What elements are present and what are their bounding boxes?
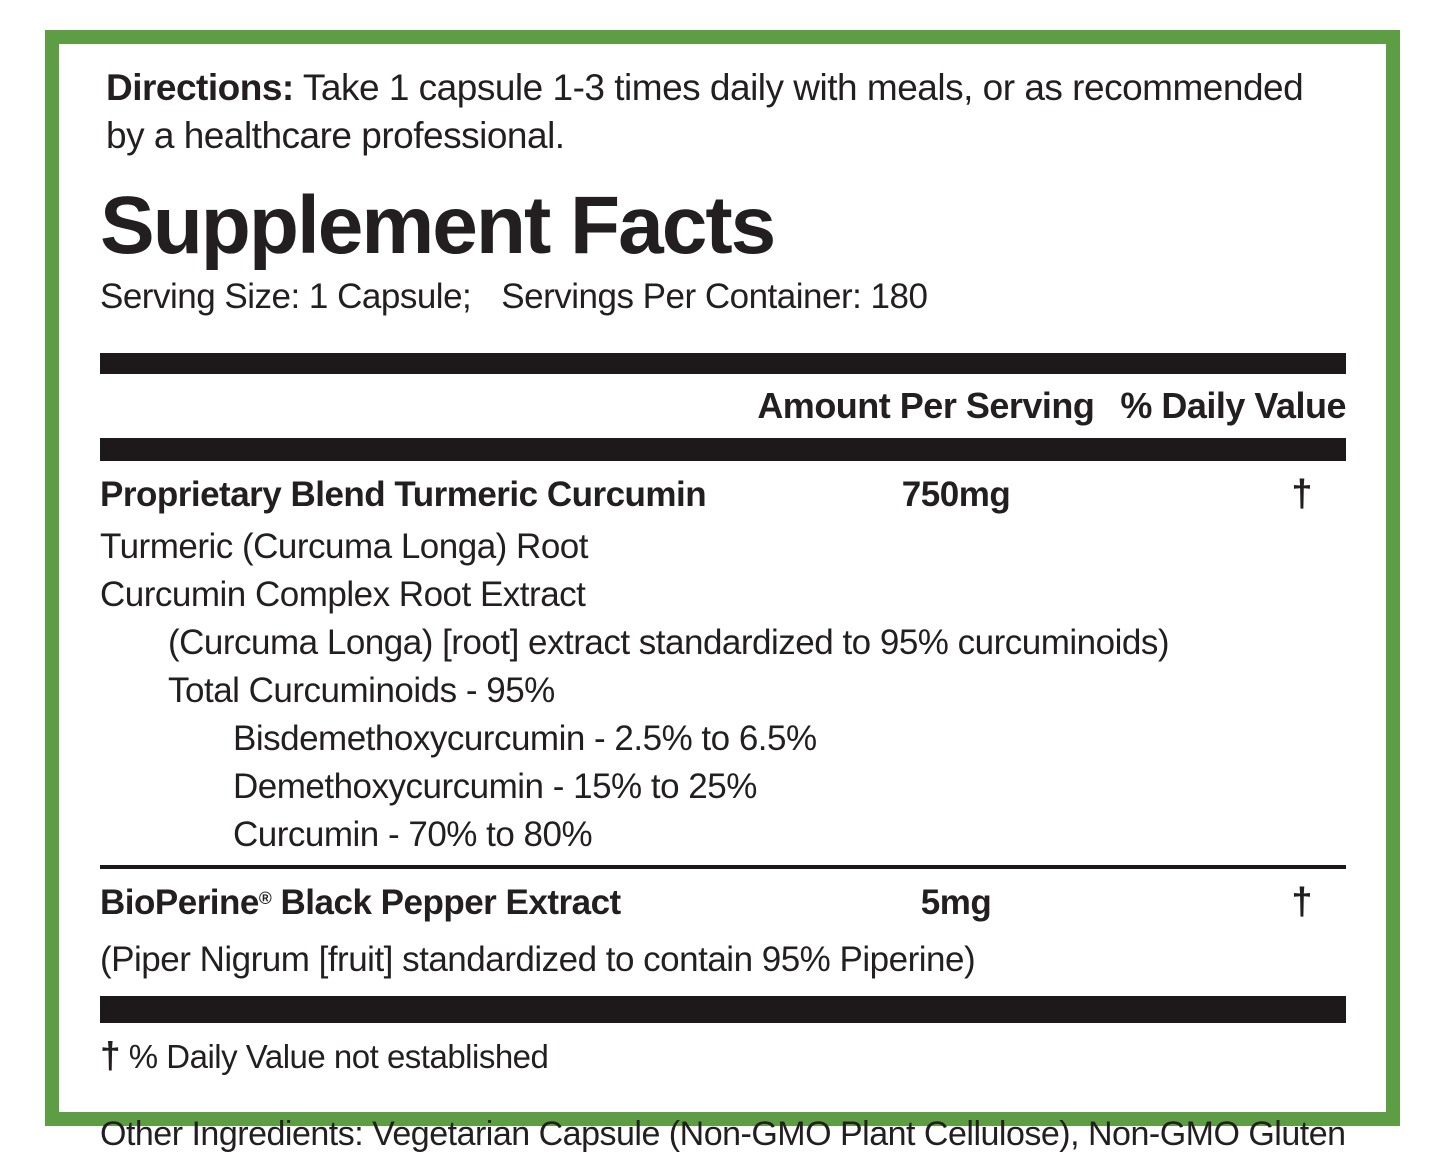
sub-ingredient-total-curcuminoids: Total Curcuminoids - 95% <box>168 671 555 710</box>
divider-bar-bottom <box>100 996 1346 1023</box>
section-divider-thin <box>100 865 1346 869</box>
sub-ingredient-curcumin-complex: Curcumin Complex Root Extract <box>100 575 586 614</box>
daily-value-mark: † <box>1291 881 1312 923</box>
amount-value: 5mg <box>920 883 992 922</box>
table-header: Amount Per Serving % Daily Value <box>100 374 1346 438</box>
other-ingredients-text: Other Ingredients: Vegetarian Capsule (N… <box>100 1115 1346 1153</box>
sub-ingredient-standardization: (Curcuma Longa) [root] extract standardi… <box>168 623 1169 662</box>
divider-bar-top <box>100 353 1346 374</box>
daily-value-mark: † <box>1291 473 1312 515</box>
ingredient-name: BioPerine® Black Pepper Extract <box>100 879 836 932</box>
supplement-facts-title: Supplement Facts <box>100 180 776 271</box>
ingredient-name: Proprietary Blend Turmeric Curcumin <box>100 475 707 514</box>
sub-ingredient-demethoxycurcumin: Demethoxycurcumin - 15% to 25% <box>233 767 757 806</box>
footnote-daily-value-text: % Daily Value not established <box>128 1038 549 1075</box>
directions-text: Directions: Take 1 capsule 1-3 times dai… <box>106 64 1346 160</box>
table-row-bioperine: BioPerine® Black Pepper Extract 5mg † <box>100 869 1346 936</box>
footnote-daily-value: † % Daily Value not established <box>100 1035 1346 1078</box>
column-header-amount-per-serving: Amount Per Serving <box>757 385 1095 426</box>
sub-ingredient-piper-nigrum: (Piper Nigrum [fruit] standardized to co… <box>100 940 976 979</box>
divider-bar-header <box>100 438 1346 461</box>
column-header-daily-value: % Daily Value <box>1120 385 1346 426</box>
dagger-symbol: † <box>100 1035 121 1076</box>
directions-body: Take 1 capsule 1-3 times daily with meal… <box>106 67 1304 156</box>
sub-ingredient-curcumin: Curcumin - 70% to 80% <box>233 815 593 854</box>
ingredient-name-rest: Black Pepper Extract <box>271 883 622 922</box>
directions-label: Directions: <box>106 67 294 108</box>
serving-info: Serving Size: 1 Capsule; Servings Per Con… <box>100 276 1346 318</box>
label-content: Directions: Take 1 capsule 1-3 times dai… <box>100 52 1346 1159</box>
brand-name: BioPerine <box>100 883 259 922</box>
sub-ingredient-turmeric-root: Turmeric (Curcuma Longa) Root <box>100 527 588 566</box>
green-border-frame: Directions: Take 1 capsule 1-3 times dai… <box>45 30 1400 1153</box>
table-row-proprietary-blend: Proprietary Blend Turmeric Curcumin 750m… <box>100 461 1346 523</box>
servings-per-container: Servings Per Container: 180 <box>501 277 928 316</box>
registered-trademark-symbol: ® <box>258 888 272 909</box>
amount-value: 750mg <box>901 475 1011 514</box>
sub-ingredient-bisdemethoxycurcumin: Bisdemethoxycurcumin - 2.5% to 6.5% <box>233 719 817 758</box>
serving-size: Serving Size: 1 Capsule; <box>100 277 472 316</box>
